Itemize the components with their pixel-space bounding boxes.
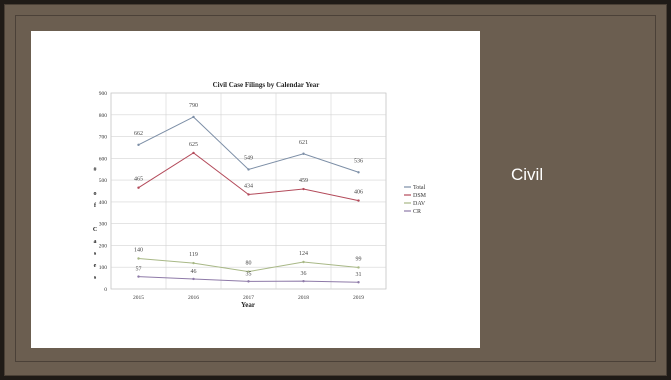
slide: Civil Case Filings by Calendar Year 0 100… bbox=[4, 4, 667, 376]
data-label: 536 bbox=[354, 158, 363, 164]
chart-series: 662 790 549 621 536 465 625 434 459 406 140 119 80 12… bbox=[134, 103, 363, 284]
x-axis-ticks: 2015 2016 2017 2018 2019 bbox=[133, 295, 364, 301]
y-tick-label: 200 bbox=[99, 243, 108, 249]
data-point bbox=[302, 152, 305, 155]
x-tick-label: 2015 bbox=[133, 295, 144, 301]
data-point bbox=[247, 168, 250, 171]
y-axis-label-char: e bbox=[94, 263, 97, 269]
data-label: 119 bbox=[189, 252, 198, 258]
y-axis-label-char: s bbox=[94, 251, 97, 257]
line-chart: Civil Case Filings by Calendar Year 0 100… bbox=[93, 81, 427, 309]
y-tick-label: 400 bbox=[99, 200, 108, 206]
legend-item: Total bbox=[413, 185, 426, 191]
data-label: 124 bbox=[299, 251, 308, 257]
data-label: 465 bbox=[134, 177, 143, 183]
data-point bbox=[247, 193, 250, 196]
data-point bbox=[357, 281, 360, 284]
legend-item: DSM bbox=[413, 193, 427, 199]
y-tick-label: 600 bbox=[99, 156, 108, 162]
data-label: 36 bbox=[301, 271, 307, 277]
data-point bbox=[357, 199, 360, 202]
y-tick-label: 900 bbox=[99, 91, 108, 97]
data-label: 140 bbox=[134, 248, 143, 254]
data-point bbox=[302, 279, 305, 283]
data-label: 99 bbox=[356, 256, 362, 262]
y-axis-label-char: # bbox=[94, 167, 97, 173]
y-tick-label: 0 bbox=[104, 287, 107, 293]
y-axis-ticks: 0 100 200 300 400 500 600 700 800 900 bbox=[99, 91, 108, 293]
y-axis-label-char: o bbox=[94, 191, 97, 197]
data-point bbox=[357, 171, 360, 174]
x-tick-label: 2019 bbox=[353, 295, 364, 301]
x-axis-label: Year bbox=[241, 301, 255, 309]
legend-item: CR bbox=[413, 209, 421, 215]
data-label: 35 bbox=[246, 271, 252, 277]
data-label: 662 bbox=[134, 131, 143, 137]
data-label: 459 bbox=[299, 178, 308, 184]
data-point bbox=[192, 277, 195, 281]
data-label: 621 bbox=[299, 140, 308, 146]
x-tick-label: 2018 bbox=[298, 295, 309, 301]
y-tick-label: 500 bbox=[99, 178, 108, 184]
data-point bbox=[137, 275, 140, 278]
y-tick-label: 700 bbox=[99, 135, 108, 141]
y-axis-label-char: C bbox=[93, 227, 97, 233]
chart-legend: Total DSM DAV CR bbox=[404, 185, 427, 215]
data-label: 80 bbox=[246, 261, 252, 267]
data-point bbox=[302, 260, 305, 264]
y-axis-label-char: f bbox=[94, 203, 97, 209]
data-label: 434 bbox=[244, 183, 253, 189]
data-point bbox=[137, 143, 140, 147]
data-label: 790 bbox=[189, 103, 198, 109]
data-label: 57 bbox=[136, 267, 142, 273]
data-point bbox=[137, 257, 140, 260]
x-tick-label: 2016 bbox=[188, 295, 199, 301]
data-point bbox=[247, 280, 250, 283]
chart-grid bbox=[110, 92, 387, 290]
y-axis-label-char: a bbox=[94, 239, 97, 245]
data-label: 406 bbox=[354, 190, 363, 196]
data-point bbox=[302, 187, 305, 191]
data-label: 31 bbox=[356, 272, 362, 278]
side-label: Civil bbox=[511, 165, 544, 184]
data-label: 46 bbox=[191, 269, 197, 275]
data-label: 549 bbox=[244, 155, 253, 161]
chart-card: Civil Case Filings by Calendar Year 0 100… bbox=[31, 31, 480, 348]
data-point bbox=[192, 151, 195, 155]
y-tick-label: 100 bbox=[99, 265, 108, 271]
y-axis-label-char: s bbox=[94, 275, 97, 281]
data-point bbox=[192, 115, 195, 119]
y-tick-label: 300 bbox=[99, 222, 108, 228]
data-point bbox=[247, 270, 250, 273]
data-point bbox=[192, 261, 195, 265]
legend-item: DAV bbox=[413, 201, 426, 207]
data-label: 625 bbox=[189, 142, 198, 148]
y-tick-label: 800 bbox=[99, 113, 108, 119]
data-point bbox=[357, 266, 360, 269]
data-point bbox=[137, 186, 140, 189]
chart-title: Civil Case Filings by Calendar Year bbox=[213, 81, 320, 89]
x-tick-label: 2017 bbox=[243, 295, 254, 301]
series-line-total bbox=[138, 116, 359, 173]
